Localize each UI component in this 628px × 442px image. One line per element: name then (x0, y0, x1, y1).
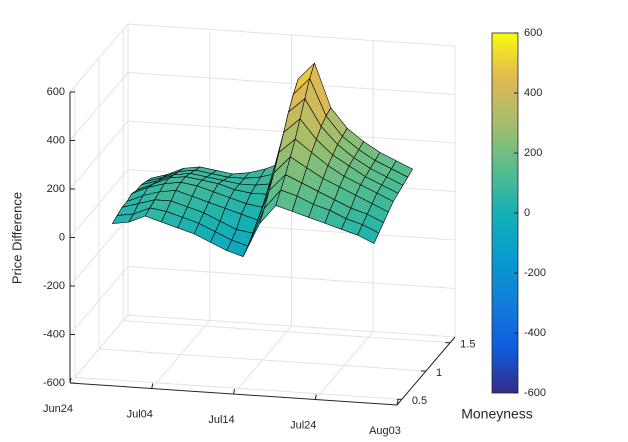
colorbar-tick-label: 600 (524, 27, 542, 39)
z-tick-label: 200 (47, 183, 65, 195)
z-tick-label: 600 (47, 86, 65, 98)
grid-line (74, 376, 402, 400)
x-tick-label: Jul04 (127, 408, 153, 420)
y-tick-label: 1.5 (460, 339, 475, 351)
z-tick-label: -400 (43, 328, 65, 340)
y-tick-label: 1 (436, 367, 442, 379)
z-axis-label: Price Difference (9, 192, 24, 284)
grid-line (123, 320, 451, 344)
x-tick (396, 399, 399, 406)
colorbar-tick-label: 400 (524, 87, 542, 99)
colorbar-tick-label: 0 (524, 207, 530, 219)
x-tick (314, 394, 317, 400)
surface-patch (357, 224, 380, 244)
z-tick-label: 400 (47, 134, 65, 146)
x-tick (151, 383, 154, 389)
x-tick-label: Jul14 (208, 414, 234, 426)
z-tick-label: 0 (59, 231, 65, 243)
x-tick (233, 388, 235, 395)
x-tick-label: Jul24 (290, 419, 316, 431)
colorbar-tick-label: 200 (524, 147, 542, 159)
grid-line (98, 348, 427, 372)
x-tick-label: Aug03 (369, 425, 401, 437)
z-tick-label: -600 (43, 377, 65, 389)
x-tick (69, 377, 72, 384)
surface-patch (112, 213, 134, 224)
y-axis-label: Moneyness (461, 406, 533, 422)
x-tick-label: Jun24 (43, 403, 73, 415)
colorbar-tick-label: -400 (524, 327, 546, 339)
colorbar (491, 32, 519, 394)
colorbar-tick-label: -200 (524, 267, 546, 279)
y-tick-label: 0.5 (412, 395, 427, 407)
z-tick-label: -200 (43, 280, 65, 292)
colorbar-tick-label: -600 (524, 387, 546, 399)
